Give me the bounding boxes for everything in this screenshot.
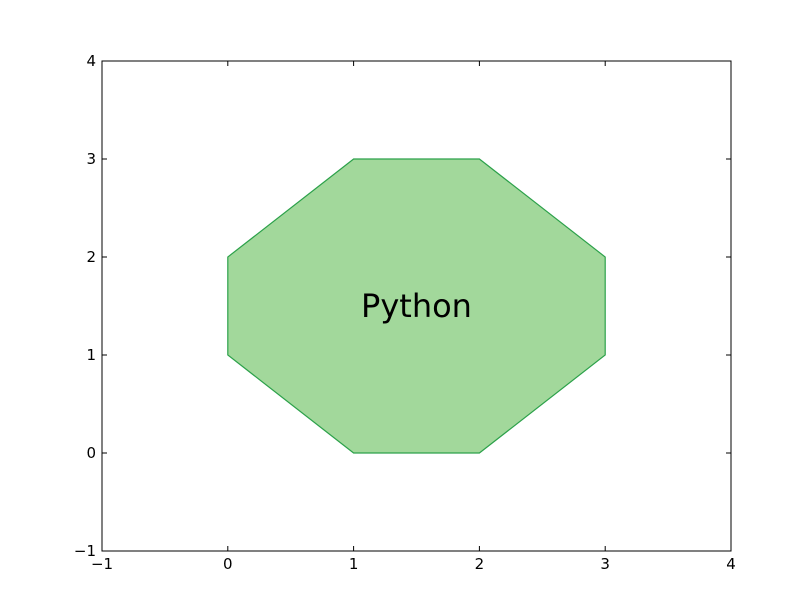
plot-frame [101,60,732,552]
polygon-layer [227,158,606,454]
y-tick-label: 0 [86,444,96,462]
x-tick-label: 0 [223,555,233,573]
x-tick-label: 4 [726,555,736,573]
x-tick-label: 3 [600,555,610,573]
y-tick-label: 2 [86,248,96,266]
annotation-layer: Python [361,287,472,325]
y-tick-label: 1 [86,346,96,364]
y-tick-label: 4 [86,52,96,70]
y-tick-label: 3 [86,150,96,168]
x-tick-label: −1 [91,555,113,573]
annotation-label-0: Python [361,287,472,325]
x-tick-label: 1 [349,555,359,573]
octagon-patch-0 [227,158,606,454]
x-tick-label: 2 [475,555,485,573]
y-tick-label: −1 [74,542,96,560]
